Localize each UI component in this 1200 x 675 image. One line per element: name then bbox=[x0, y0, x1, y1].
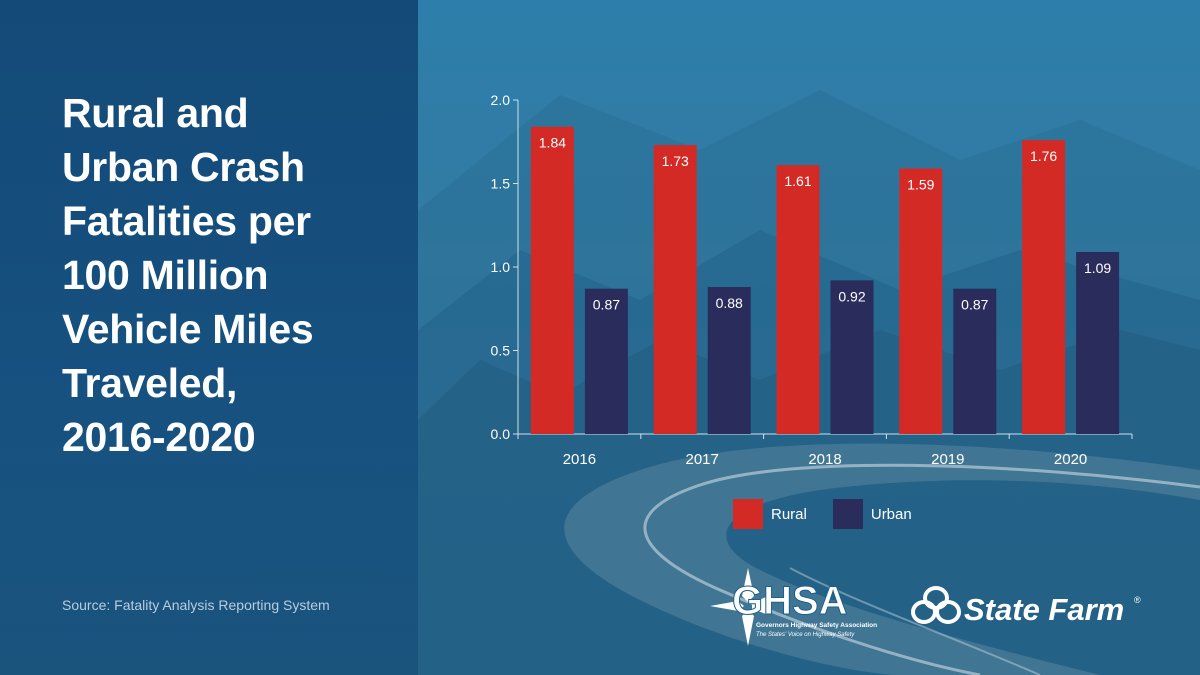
legend-swatch-urban bbox=[832, 499, 863, 529]
source-note: Source: Fatality Analysis Reporting Syst… bbox=[62, 597, 330, 613]
ghsa-org-name: Governors Highway Safety Association bbox=[756, 622, 877, 629]
data-label-urban: 0.87 bbox=[593, 297, 620, 313]
bar-rural bbox=[1022, 140, 1066, 434]
data-label-rural: 1.61 bbox=[784, 173, 811, 189]
bar-rural bbox=[776, 165, 820, 434]
bar-rural bbox=[530, 126, 574, 434]
legend-item-urban: Urban bbox=[832, 499, 912, 529]
x-tick-label: 2019 bbox=[931, 451, 964, 468]
legend-item-rural: Rural bbox=[733, 499, 807, 529]
y-tick-label: 1.5 bbox=[491, 176, 511, 192]
bar-rural bbox=[653, 145, 697, 434]
title-line: Fatalities per bbox=[62, 198, 311, 244]
chart-legend: Rural Urban bbox=[733, 499, 938, 529]
x-tick-label: 2018 bbox=[808, 451, 841, 468]
ghsa-logo: GHSA Governors Highway Safety Associatio… bbox=[710, 568, 877, 646]
legend-swatch-rural bbox=[733, 499, 763, 529]
compass-star-icon bbox=[710, 568, 766, 646]
data-label-urban: 0.92 bbox=[838, 288, 865, 304]
bar-urban bbox=[1076, 251, 1120, 434]
data-label-rural: 1.59 bbox=[907, 176, 934, 192]
x-tick-label: 2017 bbox=[686, 451, 719, 468]
x-tick-label: 2016 bbox=[563, 451, 596, 468]
y-tick-label: 0.0 bbox=[491, 426, 511, 442]
title-line: Rural and bbox=[62, 90, 249, 136]
legend-label-urban: Urban bbox=[870, 505, 912, 523]
registered-mark: ® bbox=[1134, 595, 1141, 605]
data-label-rural: 1.76 bbox=[1030, 148, 1057, 164]
title-line: Traveled, bbox=[62, 360, 238, 406]
y-tick-label: 0.5 bbox=[491, 343, 511, 359]
title-line: Vehicle Miles bbox=[62, 306, 314, 352]
state-farm-logo: State Farm ® bbox=[911, 586, 1141, 627]
bar-urban bbox=[584, 288, 628, 434]
ghsa-wordmark: GHSA bbox=[732, 579, 848, 623]
bar-urban bbox=[953, 288, 997, 434]
chart-title: Rural and Urban Crash Fatalities per 100… bbox=[62, 86, 392, 464]
data-label-urban: 0.88 bbox=[716, 295, 743, 311]
data-label-urban: 0.87 bbox=[961, 297, 988, 313]
data-label-rural: 1.73 bbox=[662, 153, 689, 169]
title-line: 2016-2020 bbox=[62, 414, 256, 460]
legend-label-rural: Rural bbox=[771, 505, 807, 523]
bar-chart: 0.0 0.5 1.0 1.5 2.0 1.84 0.87 2016 1.73 0.88 2017 1… bbox=[491, 92, 1133, 468]
y-tick-label: 2.0 bbox=[491, 92, 511, 108]
data-label-urban: 1.09 bbox=[1084, 260, 1111, 276]
state-farm-wordmark: State Farm bbox=[964, 592, 1124, 627]
bar-urban bbox=[707, 287, 751, 434]
x-tick-label: 2020 bbox=[1054, 451, 1087, 468]
bar-urban bbox=[830, 280, 874, 434]
ghsa-tagline: The States' Voice on Highway Safety bbox=[756, 632, 855, 638]
data-label-rural: 1.84 bbox=[539, 135, 566, 151]
title-panel: Rural and Urban Crash Fatalities per 100… bbox=[0, 0, 418, 675]
title-line: Urban Crash bbox=[62, 144, 305, 190]
bar-rural bbox=[899, 168, 943, 434]
three-ovals-icon bbox=[911, 586, 961, 624]
y-tick-label: 1.0 bbox=[491, 259, 511, 275]
title-line: 100 Million bbox=[62, 252, 269, 298]
